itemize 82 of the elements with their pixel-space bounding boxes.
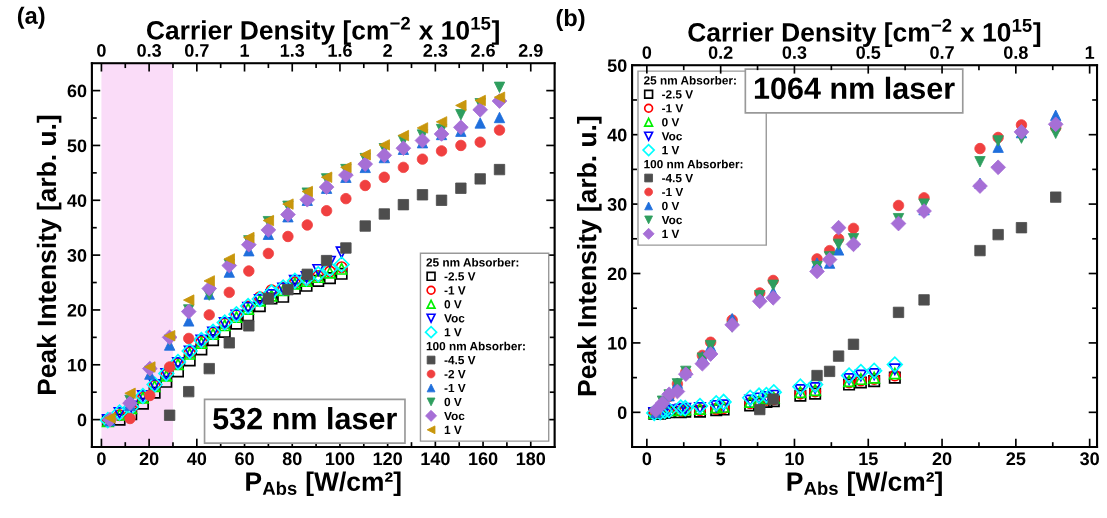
x-tick-label: 5: [716, 452, 726, 466]
text: (a): [17, 6, 45, 29]
x2-axis-title: Carrier Density [cm$^{−2}$ x 10$^{15}$]: [147, 16, 499, 45]
legend-label: -4.5 V: [444, 356, 476, 365]
x2-tick-label: 1.3: [280, 44, 305, 57]
x2-tick-label: 1: [240, 44, 250, 57]
x-tick-label: 20: [139, 452, 159, 466]
legend-label: 1 V: [662, 146, 680, 155]
x-tick-label: 20: [932, 452, 952, 466]
y-axis-title: Peak Intensity [arb. u.]: [577, 116, 602, 396]
legend-label: -1 V: [662, 187, 684, 197]
annotation: 1064 nm laser: [754, 76, 955, 100]
x-tick-label: 60: [235, 452, 254, 466]
legend-label: Voc: [444, 411, 465, 421]
legend-label: 1 V: [444, 425, 462, 434]
x2-tick-label: 0.3: [137, 44, 162, 57]
x2-tick-label: 0.7: [184, 44, 209, 57]
legend-label: -2.5 V: [662, 90, 694, 99]
y-tick-label: 60: [67, 84, 87, 98]
x-tick-label: 25: [1006, 452, 1026, 466]
y-tick-label: 40: [607, 128, 627, 142]
legend-label: Voc: [661, 215, 683, 225]
y-tick-label: 30: [67, 249, 87, 262]
legend-title: 25 nm Absorber:: [643, 75, 736, 85]
x2-tick-label: 2.9: [518, 44, 543, 57]
x-tick-label: 40: [187, 452, 207, 466]
y-tick-label: 50: [607, 59, 627, 72]
x2-tick-label: 0.7: [930, 46, 954, 59]
legend-label: -4.5 V: [662, 174, 694, 183]
legend-label: 0 V: [662, 118, 680, 127]
x-tick-label: 0: [97, 452, 106, 466]
x-tick-label: 10: [785, 452, 804, 466]
x-tick-label: 30: [1080, 452, 1099, 466]
legend-label: Voc: [444, 314, 465, 323]
x-tick-label: 100: [326, 452, 355, 466]
y-tick-label: 10: [608, 336, 627, 350]
annotation: 100 nm Absorber:: [426, 341, 525, 351]
x2-tick-label: 2.6: [471, 44, 495, 57]
x2-tick-label: 0.8: [1003, 46, 1028, 59]
legend-label: 0 V: [444, 397, 462, 407]
legend-label: 0 V: [662, 201, 680, 211]
x-tick-label: 15: [859, 452, 878, 466]
x-tick-label: 0: [642, 452, 652, 466]
y-tick-label: 0: [77, 413, 87, 427]
legend-label: 0 V: [444, 300, 462, 309]
legend-label: -1 V: [444, 286, 466, 295]
legend-label: -2.5 V: [444, 272, 476, 281]
x-axis-title: P$_{Abs}$ [W/cm²]: [787, 471, 942, 497]
legend-label: 1 V: [662, 229, 680, 238]
x2-tick-label: 0: [97, 44, 106, 57]
x2-tick-label: 2.3: [423, 44, 448, 57]
legend-title: 25 nm Absorber:: [426, 257, 519, 267]
x2-tick-label: 0.5: [856, 46, 881, 59]
x2-tick-label: 0: [642, 46, 652, 59]
x2-axis-title: Carrier Density [cm$^{−2}$ x 10$^{15}$]: [688, 18, 1041, 47]
x-tick-label: 140: [421, 452, 450, 466]
text: (b): [556, 8, 585, 31]
x-axis-title: P$_{Abs}$ [W/cm²]: [246, 471, 401, 497]
annotation: 100 nm Absorber:: [644, 159, 743, 169]
x-tick-label: 180: [516, 452, 546, 466]
legend-label: -1 V: [662, 104, 684, 113]
legend-label: -1 V: [444, 383, 466, 393]
y-tick-label: 10: [68, 358, 87, 372]
y-tick-label: 40: [67, 194, 87, 207]
x-tick-label: 80: [282, 452, 302, 466]
x2-tick-label: 0.2: [708, 46, 733, 59]
legend-label: -2 V: [444, 369, 466, 379]
legend-label: 1 V: [444, 328, 462, 337]
x2-tick-label: 0.3: [782, 46, 807, 59]
x-tick-label: 120: [373, 452, 402, 466]
y-tick-label: 30: [607, 198, 627, 211]
x2-tick-label: 1.6: [328, 44, 352, 57]
y-tick-label: 20: [607, 267, 627, 281]
x-tick-label: 160: [469, 452, 498, 466]
x2-tick-label: 1: [1085, 46, 1095, 59]
x2-tick-label: 2: [383, 44, 392, 57]
legend-label: Voc: [661, 132, 683, 141]
y-tick-label: 0: [617, 406, 627, 420]
y-tick-label: 20: [67, 303, 87, 317]
annotation: 532 nm laser: [213, 407, 397, 430]
y-tick-label: 50: [67, 139, 87, 153]
y-axis-title: Peak Intensity [arb. u.]: [36, 115, 62, 395]
